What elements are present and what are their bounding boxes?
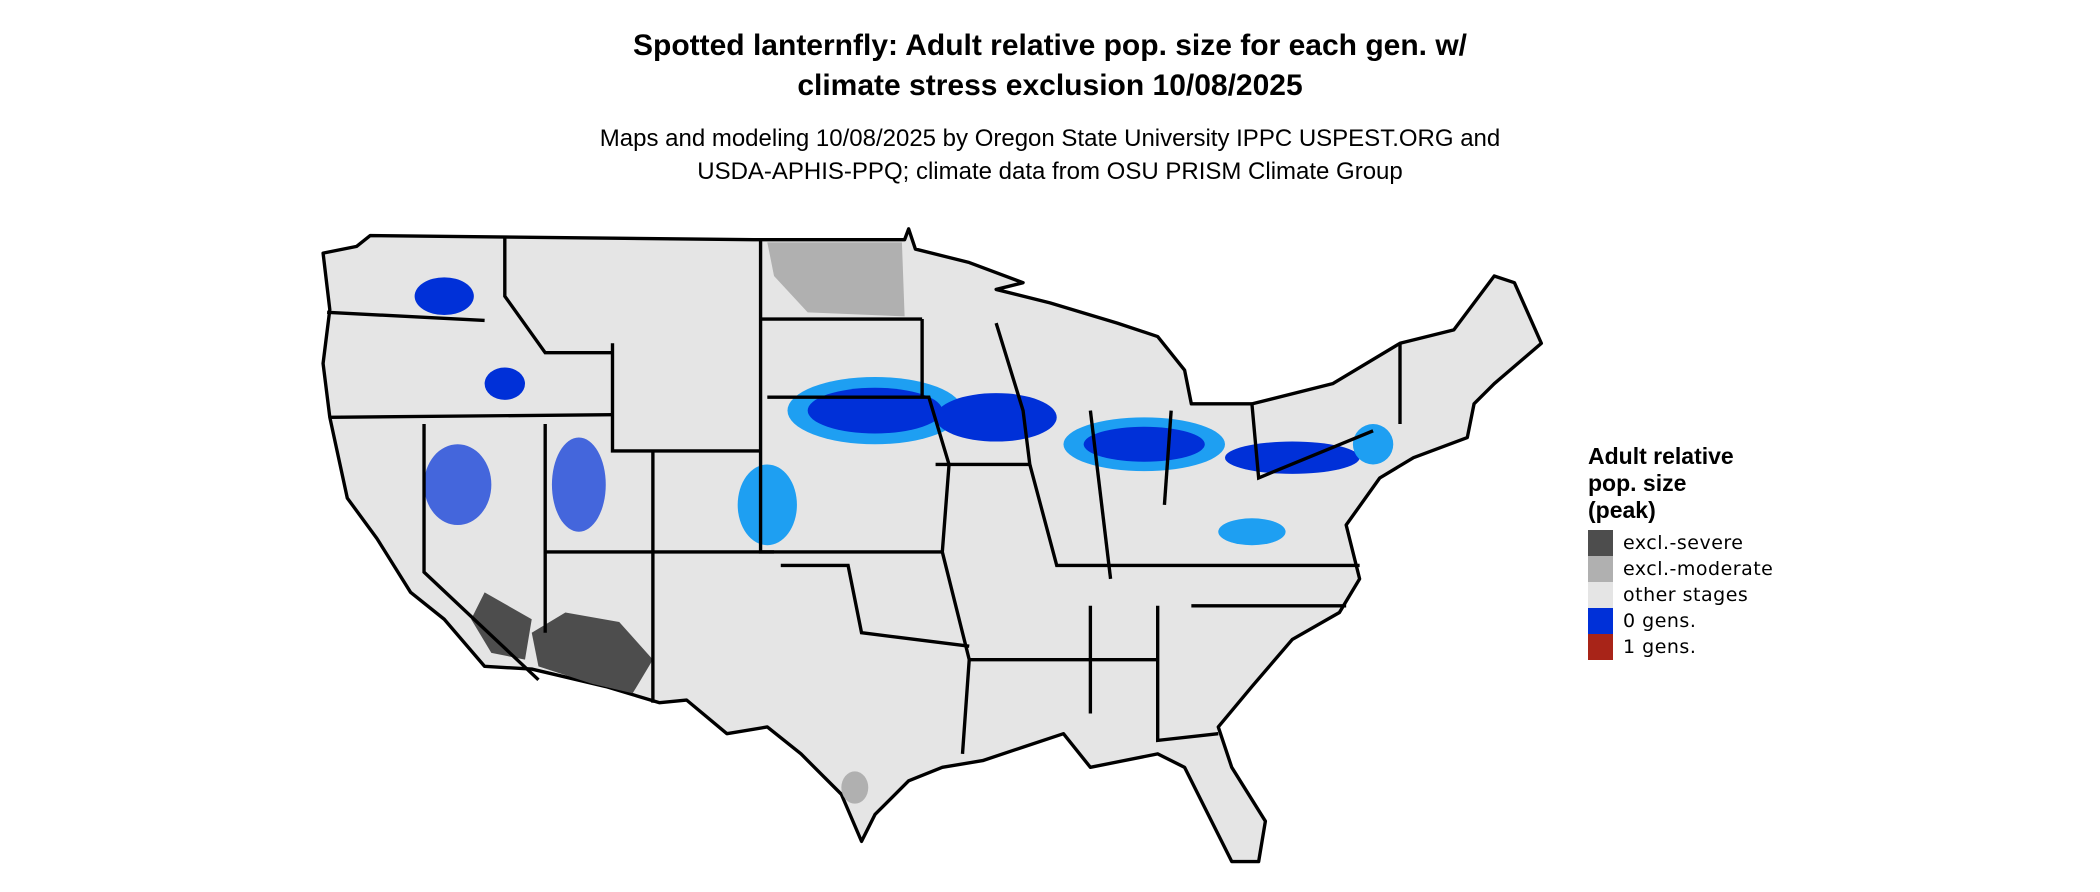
legend-swatch xyxy=(1588,582,1613,608)
legend-label: 1 gens. xyxy=(1623,636,1697,658)
subtitle-line-1: Maps and modeling 10/08/2025 by Oregon S… xyxy=(599,125,1501,152)
excl-severe-areas xyxy=(471,592,653,694)
subtitle-line-2: USDA-APHIS-PPQ; climate data from OSU PR… xyxy=(697,158,1403,185)
legend-label: other stages xyxy=(1623,584,1749,606)
legend-item-0-gens: 0 gens. xyxy=(1588,608,1773,634)
legend-item-excl-severe: excl.-severe xyxy=(1588,530,1773,556)
legend-item-excl-moderate: excl.-moderate xyxy=(1588,556,1773,582)
legend: Adult relative pop. size (peak) excl.-se… xyxy=(1588,443,1773,660)
map-title: Spotted lanternfly: Adult relative pop. … xyxy=(270,26,1830,106)
state-borders xyxy=(327,235,1402,754)
legend-title-line: (peak) xyxy=(1588,497,1656,523)
legend-label: excl.-severe xyxy=(1623,532,1744,554)
excl-moderate-areas xyxy=(767,242,905,804)
legend-swatch xyxy=(1588,608,1613,634)
title-line-2: climate stress exclusion 10/08/2025 xyxy=(797,69,1303,102)
legend-swatch xyxy=(1588,634,1613,660)
legend-swatch xyxy=(1588,556,1613,582)
legend-item-other-stages: other stages xyxy=(1588,582,1773,608)
legend-title-line: pop. size xyxy=(1588,470,1687,496)
legend-title-line: Adult relative xyxy=(1588,443,1734,469)
legend-item-1-gens: 1 gens. xyxy=(1588,634,1773,660)
legend-label: excl.-moderate xyxy=(1623,558,1774,580)
legend-swatch xyxy=(1588,530,1613,556)
us-land xyxy=(321,227,1544,864)
title-line-1: Spotted lanternfly: Adult relative pop. … xyxy=(632,29,1467,62)
map-subtitle: Maps and modeling 10/08/2025 by Oregon S… xyxy=(270,122,1830,188)
legend-label: 0 gens. xyxy=(1623,610,1697,632)
legend-title: Adult relative pop. size (peak) xyxy=(1588,443,1773,524)
